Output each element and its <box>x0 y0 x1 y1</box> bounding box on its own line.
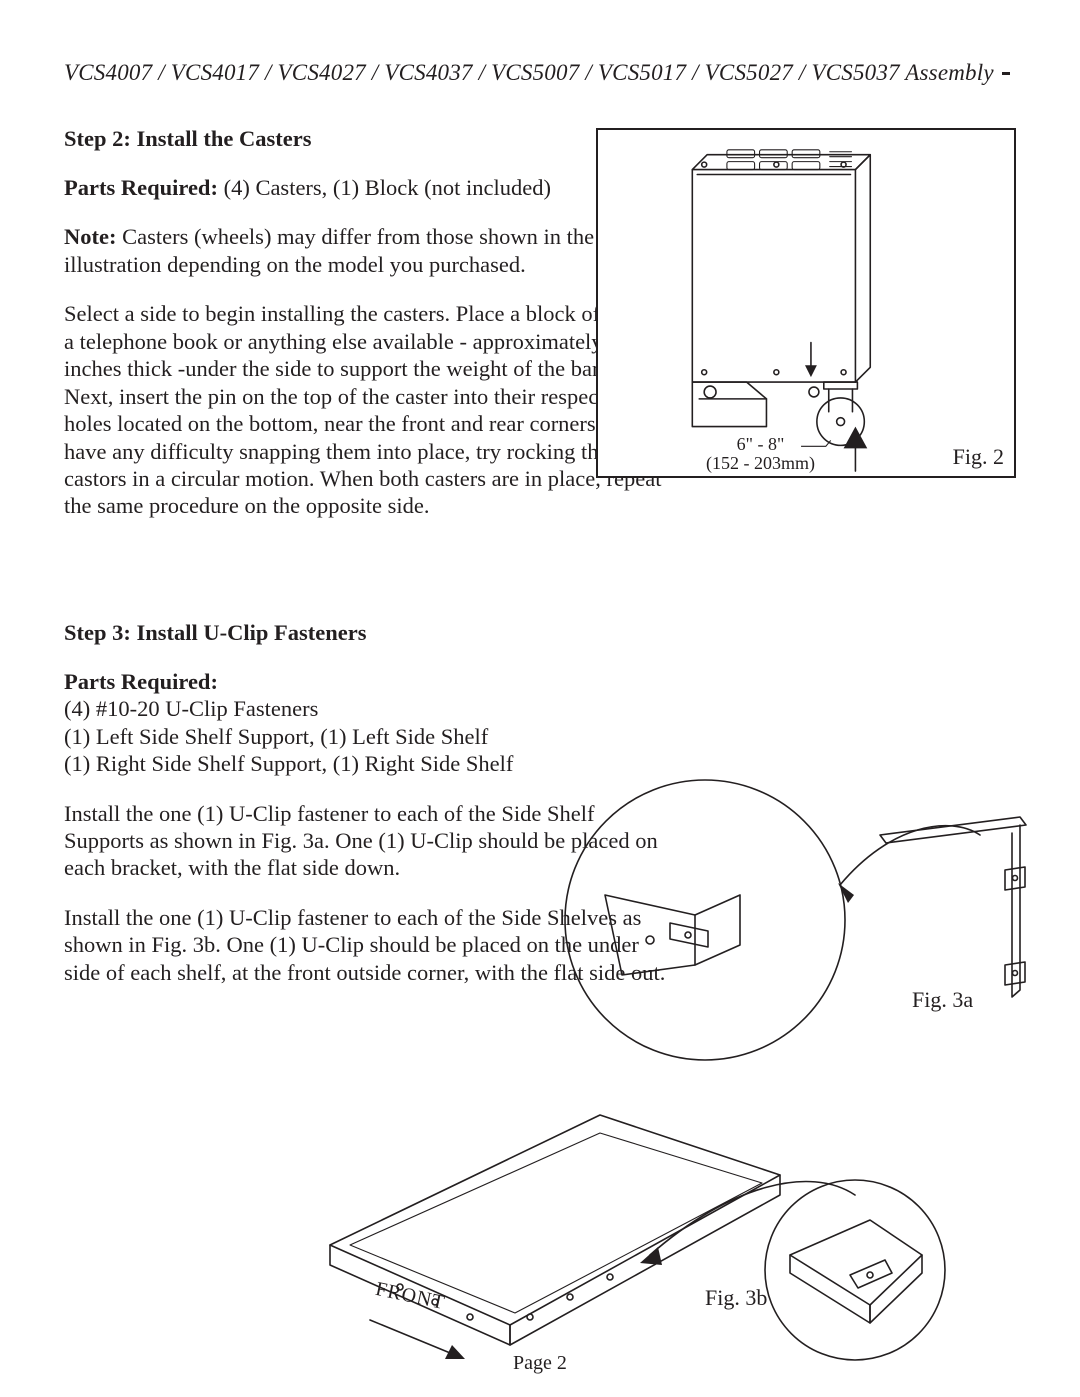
step-3-parts-line1: (4) #10-20 U-Clip Fasteners <box>64 695 1010 722</box>
header-rule <box>1002 72 1010 75</box>
step-2-body: Parts Required: (4) Casters, (1) Block (… <box>64 174 674 520</box>
figure-2-svg <box>598 130 1014 476</box>
figure-2-dim-mm: (152 - 203mm) <box>706 453 815 473</box>
figure-3a-svg <box>550 775 1030 1065</box>
step-2-note-label: Note: <box>64 224 116 249</box>
figure-2-label: Fig. 2 <box>953 444 1004 470</box>
step-2-parts-label: Parts Required: <box>64 175 218 200</box>
step-2-instructions: Select a side to begin installing the ca… <box>64 300 674 520</box>
page-header: VCS4007 / VCS4017 / VCS4027 / VCS4037 / … <box>64 60 1010 86</box>
step-3-parts: Parts Required: (4) #10-20 U-Clip Fasten… <box>64 668 1010 778</box>
step-3-parts-line3: (1) Right Side Shelf Support, (1) Right … <box>64 750 1010 777</box>
header-title: VCS4007 / VCS4017 / VCS4027 / VCS4037 / … <box>64 60 994 86</box>
figure-2: 6" - 8" (152 - 203mm) Fig. 2 <box>596 128 1016 478</box>
figure-2-dim-in: 6" - 8" <box>737 434 785 454</box>
page-number: Page 2 <box>0 1352 1080 1375</box>
figure-3a: Fig. 3a <box>550 775 1030 1065</box>
step-2-note-text: Casters (wheels) may differ from those s… <box>64 224 594 276</box>
step-3-title: Step 3: Install U-Clip Fasteners <box>64 620 1010 646</box>
figure-2-dimension: 6" - 8" (152 - 203mm) <box>706 435 815 473</box>
figure-3a-label: Fig. 3a <box>912 987 973 1013</box>
figure-3b-label: Fig. 3b <box>705 1285 767 1311</box>
step-3-parts-line2: (1) Left Side Shelf Support, (1) Left Si… <box>64 723 1010 750</box>
step-3-parts-label: Parts Required: <box>64 668 1010 695</box>
step-2-parts-text: (4) Casters, (1) Block (not included) <box>218 175 551 200</box>
